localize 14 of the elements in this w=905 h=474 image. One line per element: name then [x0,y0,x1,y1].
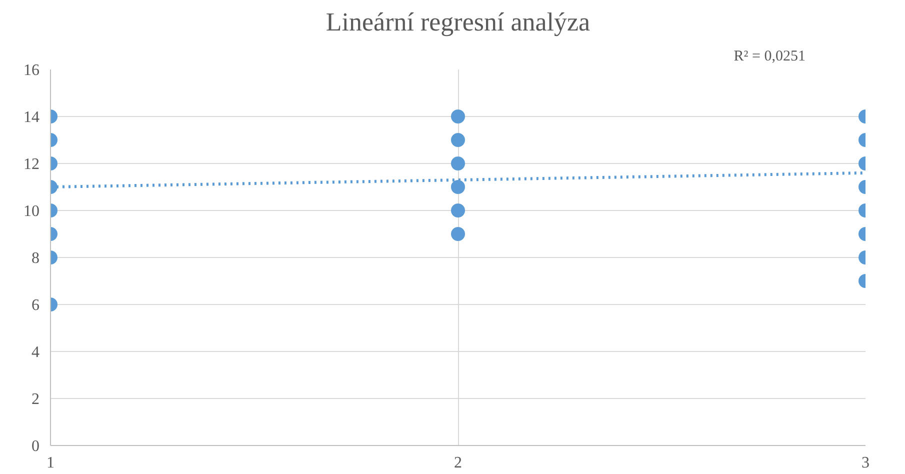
x-tick-label: 3 [862,454,870,472]
y-tick-label: 0 [32,438,40,455]
y-tick-label: 12 [24,156,40,173]
x-tick-label: 2 [454,454,462,472]
text: R² = 0,0251 [734,48,806,64]
x-tick-label: 1 [46,454,54,472]
y-tick-label: 2 [32,391,40,408]
y-tick-label: 14 [24,109,40,126]
y-tick-label: 16 [24,62,40,79]
y-tick-label: 4 [32,344,40,361]
y-tick-label: 8 [32,250,40,267]
chart-title: Lineární regresní analýza [326,8,591,36]
y-tick-label: 10 [24,203,40,220]
y-tick-label: 6 [32,297,40,314]
